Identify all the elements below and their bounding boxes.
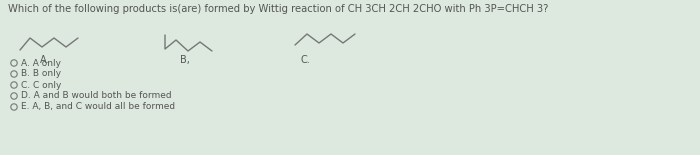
- Text: A.: A.: [41, 55, 50, 65]
- Text: D. A and B would both be formed: D. A and B would both be formed: [21, 91, 172, 100]
- Text: A. A only: A. A only: [21, 58, 61, 67]
- Text: C.: C.: [300, 55, 310, 65]
- Text: C. C only: C. C only: [21, 80, 62, 89]
- Text: Which of the following products is(are) formed by Wittig reaction of CH 3CH 2CH : Which of the following products is(are) …: [8, 4, 548, 14]
- Text: E. A, B, and C would all be formed: E. A, B, and C would all be formed: [21, 102, 175, 111]
- Text: B. B only: B. B only: [21, 69, 61, 78]
- Text: B,: B,: [180, 55, 190, 65]
